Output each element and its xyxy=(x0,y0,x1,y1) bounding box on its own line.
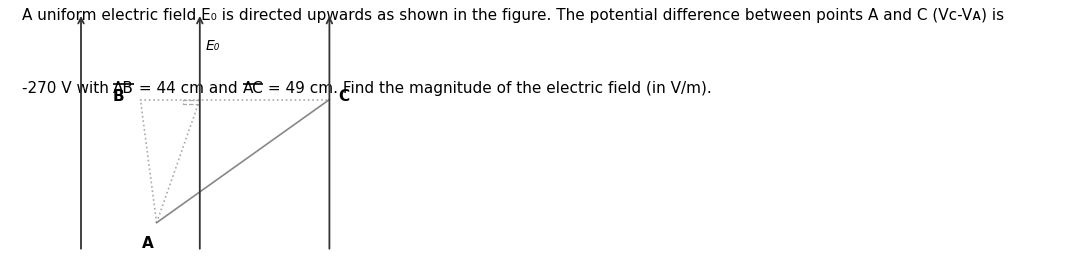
Text: = 44 cm and: = 44 cm and xyxy=(134,81,243,96)
Text: AB: AB xyxy=(113,81,134,96)
Text: A: A xyxy=(143,236,153,251)
Text: B: B xyxy=(112,89,124,105)
Text: E₀: E₀ xyxy=(205,39,219,53)
Text: C: C xyxy=(338,89,349,105)
Text: A uniform electric field E₀ is directed upwards as shown in the figure. The pote: A uniform electric field E₀ is directed … xyxy=(22,8,1003,23)
Text: AC: AC xyxy=(243,81,264,96)
Text: = 49 cm. Find the magnitude of the electric field (in V/m).: = 49 cm. Find the magnitude of the elect… xyxy=(264,81,712,96)
Text: -270 V with: -270 V with xyxy=(22,81,113,96)
